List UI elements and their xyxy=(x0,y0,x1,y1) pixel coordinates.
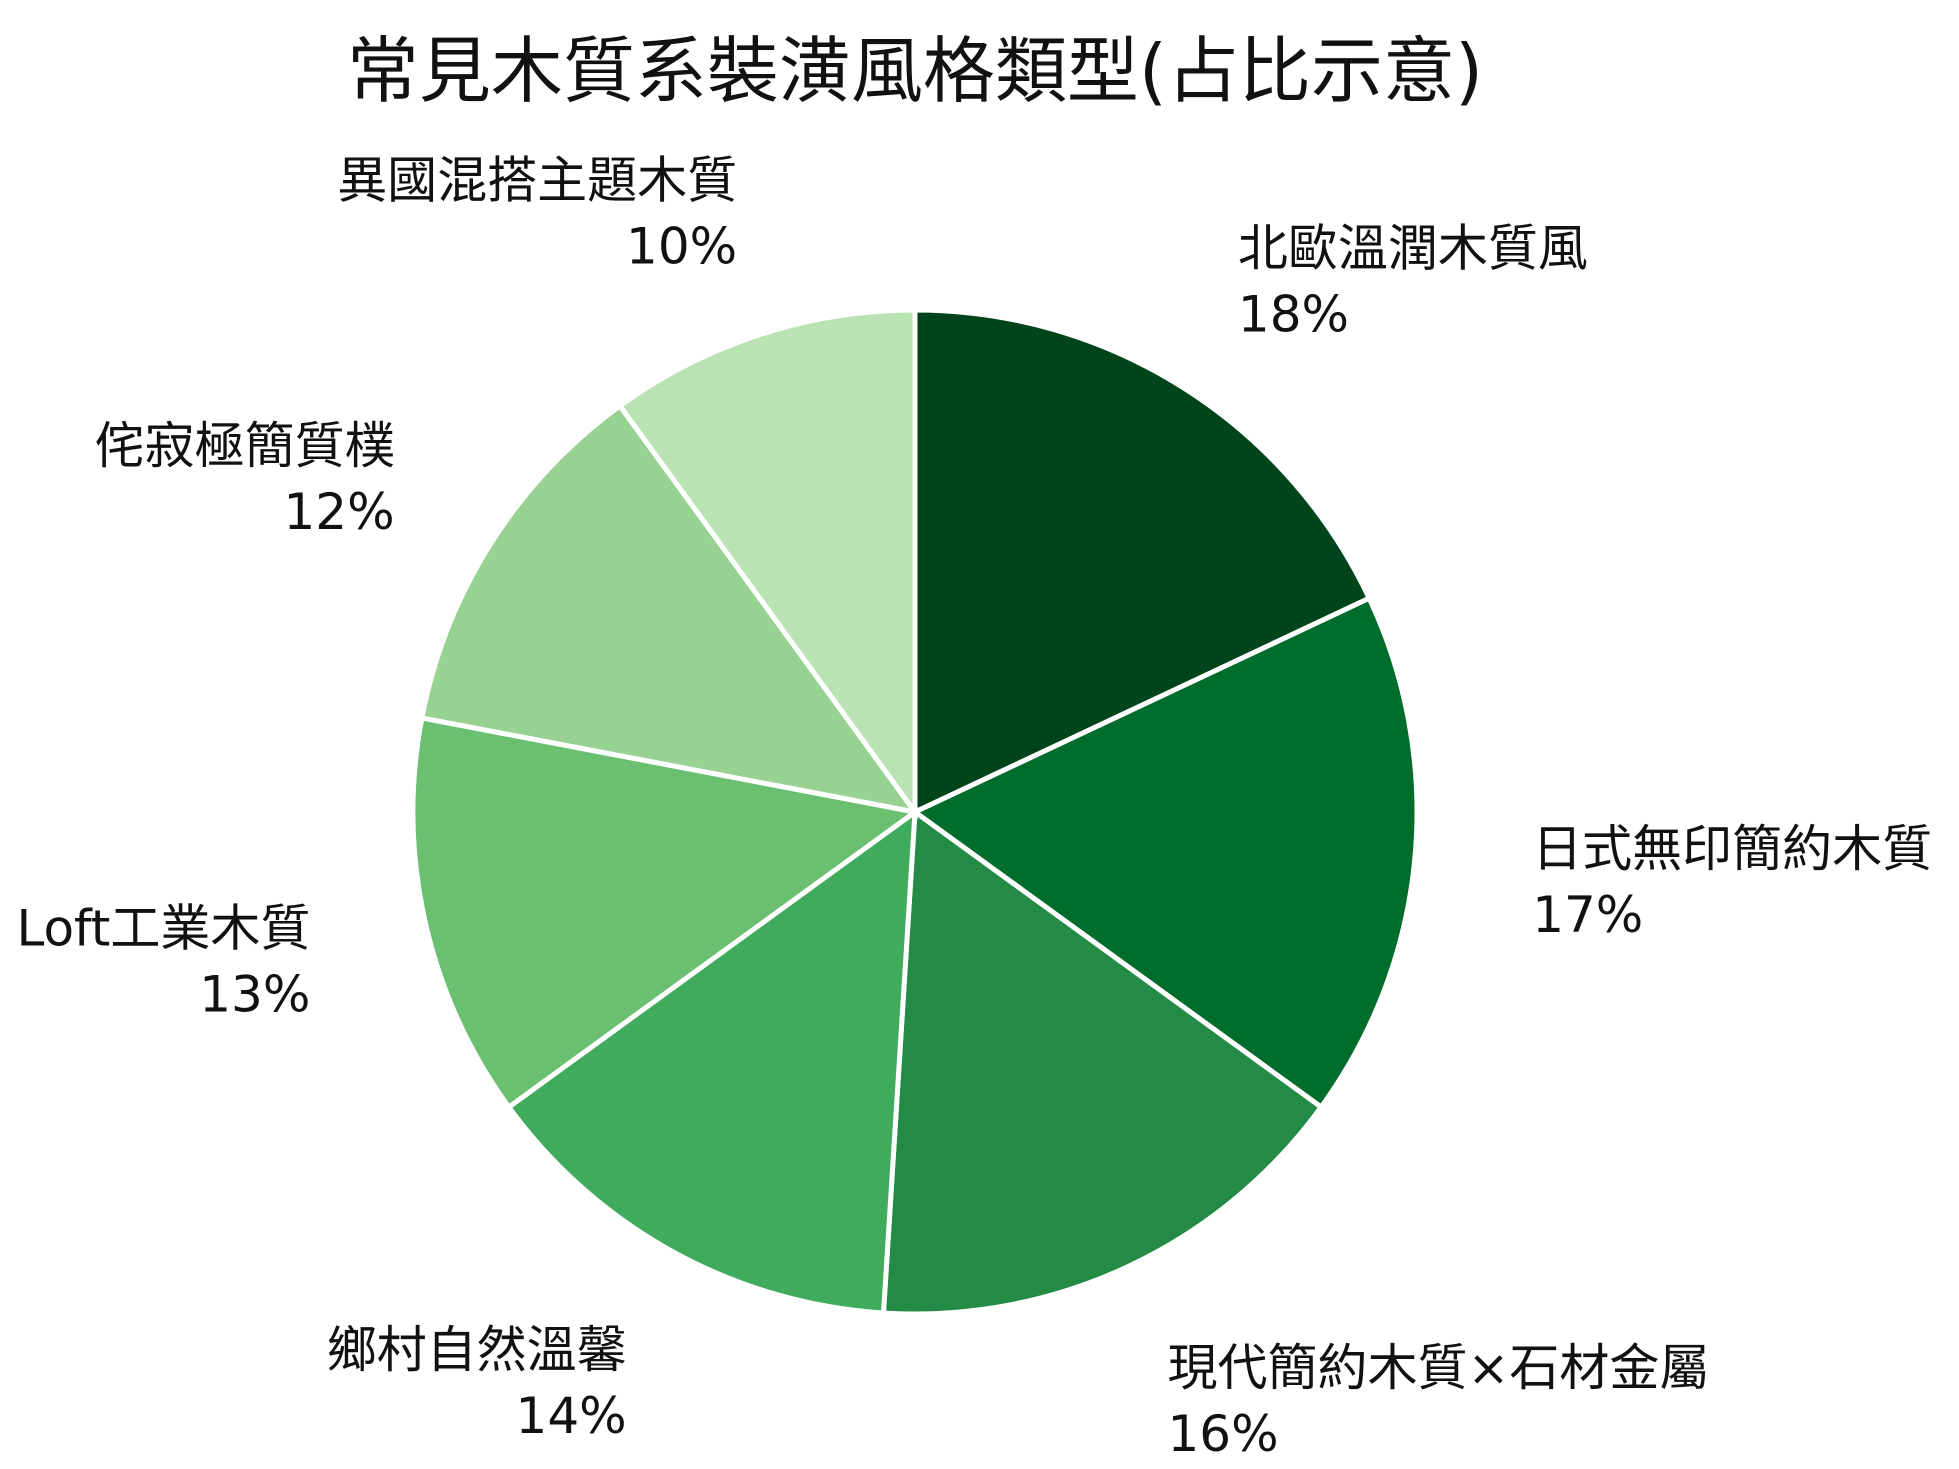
pie-slice xyxy=(410,715,922,1111)
slice-percent-label: 10% xyxy=(626,217,737,275)
slice-category-label: 日式無印簡約木質 xyxy=(1532,820,1932,878)
slice-category-label: 異國混搭主題木質 xyxy=(337,151,737,209)
chart-title: 常見木質系裝潢風格類型(占比示意) xyxy=(347,29,1483,113)
pie-slice xyxy=(910,594,1420,1111)
pie-slice xyxy=(418,402,921,816)
slice-percent-label: 12% xyxy=(283,483,394,541)
slice-category-label: Loft工業木質 xyxy=(16,900,310,958)
pie-labels: 北歐溫潤木質風 18% 日式無印簡約木質 17% 現代簡約木質×石材金屬 16% 鄉村自然溫… xyxy=(16,151,1932,1463)
slice-category-label: 侘寂極簡質樸 xyxy=(95,417,395,475)
slice-category-label: 鄉村自然溫馨 xyxy=(327,1321,627,1379)
pie-slice xyxy=(912,307,1373,816)
pie-slices xyxy=(410,307,1420,1317)
pie-slice xyxy=(880,807,1325,1317)
slice-percent-label: 18% xyxy=(1238,286,1349,344)
slice-category-label: 北歐溫潤木質風 xyxy=(1238,220,1588,278)
pie-slice xyxy=(616,307,918,820)
pie-slice xyxy=(505,806,918,1316)
slice-percent-label: 16% xyxy=(1168,1405,1279,1463)
slice-category-label: 現代簡約木質×石材金屬 xyxy=(1168,1339,1710,1397)
slice-percent-label: 14% xyxy=(516,1387,627,1445)
slice-percent-label: 13% xyxy=(199,966,310,1024)
slice-percent-label: 17% xyxy=(1532,886,1643,944)
